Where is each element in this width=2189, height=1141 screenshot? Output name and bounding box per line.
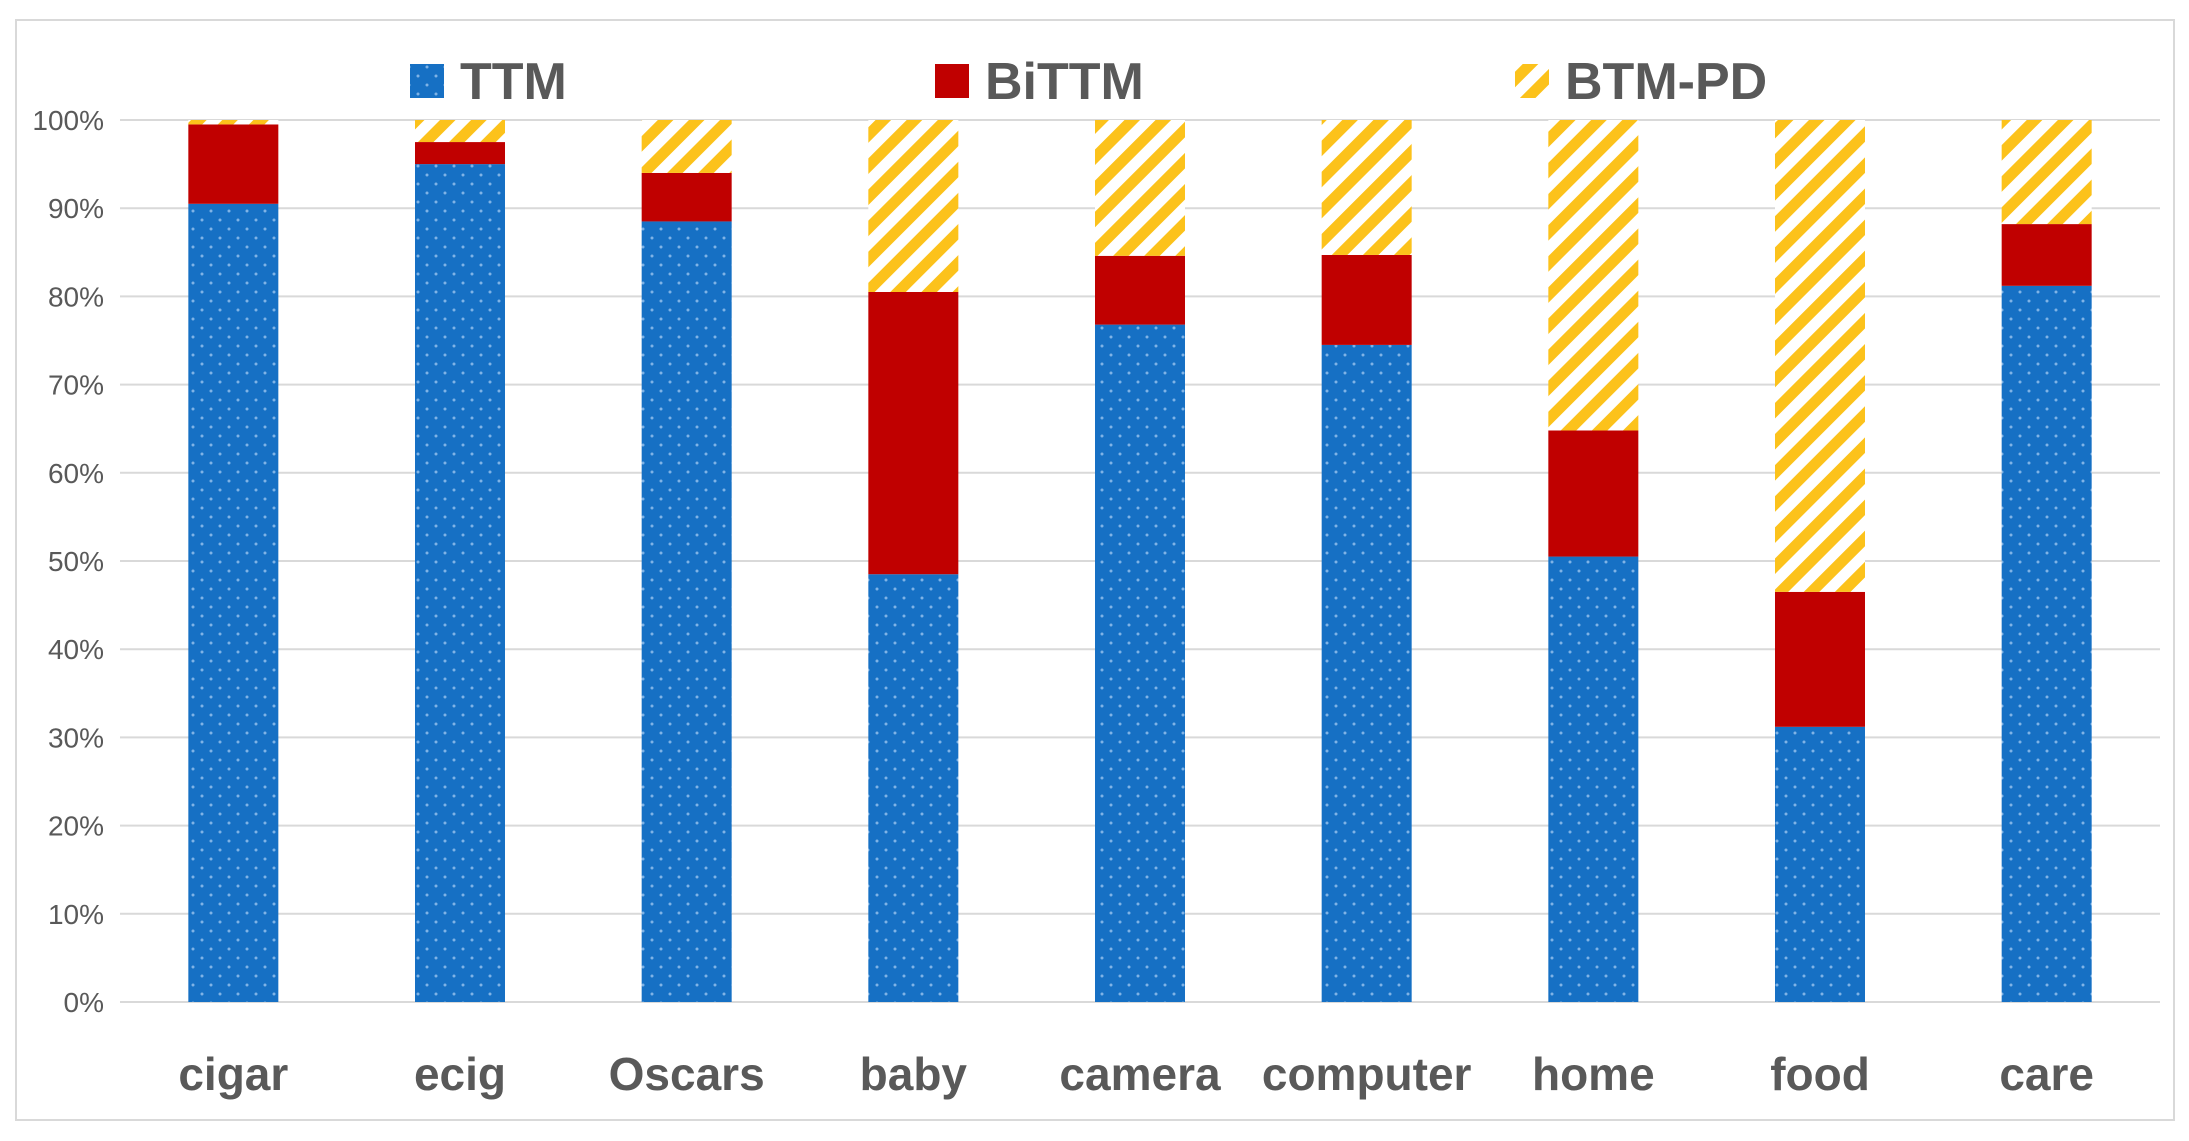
y-tick-label: 50% [48, 546, 104, 577]
bar-ttm-baby [868, 574, 959, 1002]
bar-btm-pd-ecig [415, 120, 505, 143]
bar-btm-pd-baby [868, 120, 959, 292]
bar-bittm-food [1775, 591, 1865, 727]
bar-bittm-home [1548, 430, 1639, 557]
bar-btm-pd-computer [1321, 120, 1412, 255]
x-tick-label: care [1999, 1048, 2094, 1100]
y-tick-label: 30% [48, 722, 104, 753]
x-tick-label: baby [860, 1048, 968, 1100]
x-tick-label: home [1532, 1048, 1655, 1100]
bar-bittm-oscars [641, 172, 732, 222]
legend-label-ttm: TTM [460, 53, 567, 111]
bar-ttm-care [2001, 285, 2092, 1002]
bar-btm-pd-cigar [188, 120, 279, 125]
legend: TTM BiTTM BTM-PD [410, 53, 1767, 111]
x-tick-label: cigar [178, 1048, 288, 1100]
bars [188, 120, 2092, 1003]
x-tick-label: ecig [414, 1048, 506, 1100]
y-tick-label: 0% [64, 987, 104, 1018]
bar-bittm-camera [1095, 255, 1185, 325]
x-tick-label: computer [1262, 1048, 1472, 1100]
y-tick-label: 10% [48, 899, 104, 930]
bar-btm-pd-home [1548, 120, 1639, 431]
bar-bittm-care [2001, 224, 2092, 286]
bar-ttm-ecig [415, 164, 505, 1003]
bar-btm-pd-care [2001, 120, 2092, 225]
x-tick-label: Oscars [609, 1048, 765, 1100]
bar-btm-pd-food [1775, 120, 1865, 592]
bar-bittm-computer [1321, 254, 1412, 345]
bar-ttm-home [1548, 556, 1639, 1002]
y-tick-label: 80% [48, 281, 104, 312]
legend-swatch-ttm [410, 64, 444, 98]
y-tick-label: 100% [32, 105, 104, 136]
bar-bittm-baby [868, 291, 959, 575]
y-tick-label: 20% [48, 811, 104, 842]
legend-swatch-btm-pd [1515, 64, 1549, 98]
bar-ttm-computer [1321, 344, 1412, 1002]
x-tick-label: camera [1059, 1048, 1221, 1100]
x-axis-ticks: cigar ecig Oscars baby camera computer home foo… [178, 1048, 2094, 1100]
y-tick-label: 70% [48, 370, 104, 401]
y-tick-label: 90% [48, 193, 104, 224]
legend-label-bittm: BiTTM [985, 53, 1144, 111]
bar-ttm-oscars [641, 221, 732, 1002]
y-tick-label: 60% [48, 458, 104, 489]
bar-btm-pd-camera [1095, 120, 1185, 256]
bar-bittm-cigar [188, 124, 279, 204]
legend-label-btm-pd: BTM-PD [1565, 53, 1767, 111]
bar-ttm-camera [1095, 324, 1185, 1002]
bar-btm-pd-oscars [641, 120, 732, 173]
y-tick-label: 40% [48, 634, 104, 665]
bar-ttm-food [1775, 726, 1865, 1002]
x-tick-label: food [1770, 1048, 1870, 1100]
bar-ttm-cigar [188, 203, 279, 1003]
bar-bittm-ecig [415, 142, 505, 165]
legend-swatch-bittm [935, 64, 969, 98]
y-axis-ticks: 0% 10% 20% 30% 40% 50% 60% 70% 80% 90% 100% [32, 105, 104, 1018]
